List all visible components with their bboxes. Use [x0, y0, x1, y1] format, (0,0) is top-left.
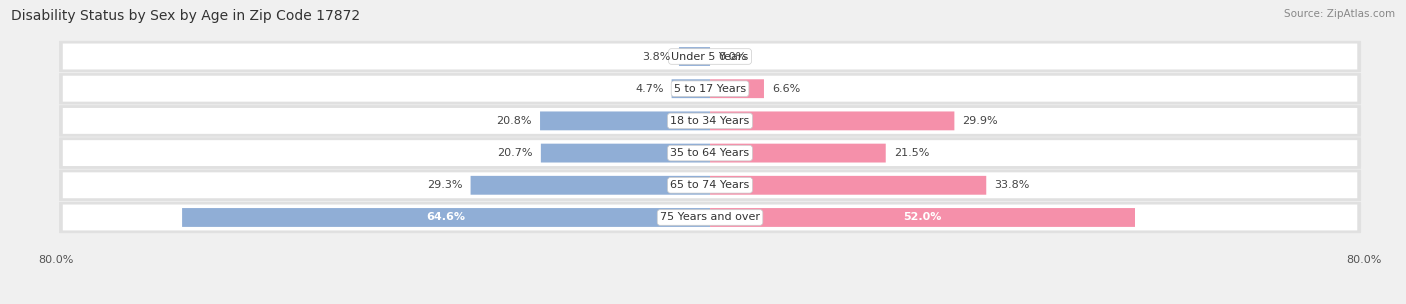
FancyBboxPatch shape — [672, 79, 710, 98]
FancyBboxPatch shape — [541, 144, 710, 163]
Text: Disability Status by Sex by Age in Zip Code 17872: Disability Status by Sex by Age in Zip C… — [11, 9, 360, 23]
FancyBboxPatch shape — [63, 43, 1357, 69]
Text: 33.8%: 33.8% — [994, 180, 1029, 190]
Text: 20.7%: 20.7% — [498, 148, 533, 158]
FancyBboxPatch shape — [59, 41, 1361, 72]
Text: 20.8%: 20.8% — [496, 116, 531, 126]
FancyBboxPatch shape — [540, 112, 710, 130]
Text: 18 to 34 Years: 18 to 34 Years — [671, 116, 749, 126]
Text: Source: ZipAtlas.com: Source: ZipAtlas.com — [1284, 9, 1395, 19]
Text: 29.3%: 29.3% — [427, 180, 463, 190]
FancyBboxPatch shape — [710, 112, 955, 130]
Text: 64.6%: 64.6% — [426, 212, 465, 223]
Text: 75 Years and over: 75 Years and over — [659, 212, 761, 223]
FancyBboxPatch shape — [63, 205, 1357, 230]
FancyBboxPatch shape — [59, 202, 1361, 233]
FancyBboxPatch shape — [59, 170, 1361, 201]
Text: Under 5 Years: Under 5 Years — [672, 51, 748, 61]
FancyBboxPatch shape — [59, 105, 1361, 136]
FancyBboxPatch shape — [710, 208, 1135, 227]
FancyBboxPatch shape — [710, 144, 886, 163]
FancyBboxPatch shape — [183, 208, 710, 227]
FancyBboxPatch shape — [679, 47, 710, 66]
FancyBboxPatch shape — [710, 176, 986, 195]
Text: 3.8%: 3.8% — [643, 51, 671, 61]
Text: 65 to 74 Years: 65 to 74 Years — [671, 180, 749, 190]
FancyBboxPatch shape — [63, 172, 1357, 198]
Text: 6.6%: 6.6% — [772, 84, 800, 94]
Text: 4.7%: 4.7% — [636, 84, 664, 94]
Text: 29.9%: 29.9% — [963, 116, 998, 126]
Text: 21.5%: 21.5% — [894, 148, 929, 158]
FancyBboxPatch shape — [59, 73, 1361, 104]
Text: 35 to 64 Years: 35 to 64 Years — [671, 148, 749, 158]
FancyBboxPatch shape — [471, 176, 710, 195]
FancyBboxPatch shape — [59, 138, 1361, 168]
FancyBboxPatch shape — [63, 108, 1357, 134]
FancyBboxPatch shape — [63, 76, 1357, 102]
Text: 5 to 17 Years: 5 to 17 Years — [673, 84, 747, 94]
FancyBboxPatch shape — [63, 140, 1357, 166]
Text: 0.0%: 0.0% — [718, 51, 747, 61]
FancyBboxPatch shape — [710, 79, 763, 98]
Text: 52.0%: 52.0% — [903, 212, 942, 223]
